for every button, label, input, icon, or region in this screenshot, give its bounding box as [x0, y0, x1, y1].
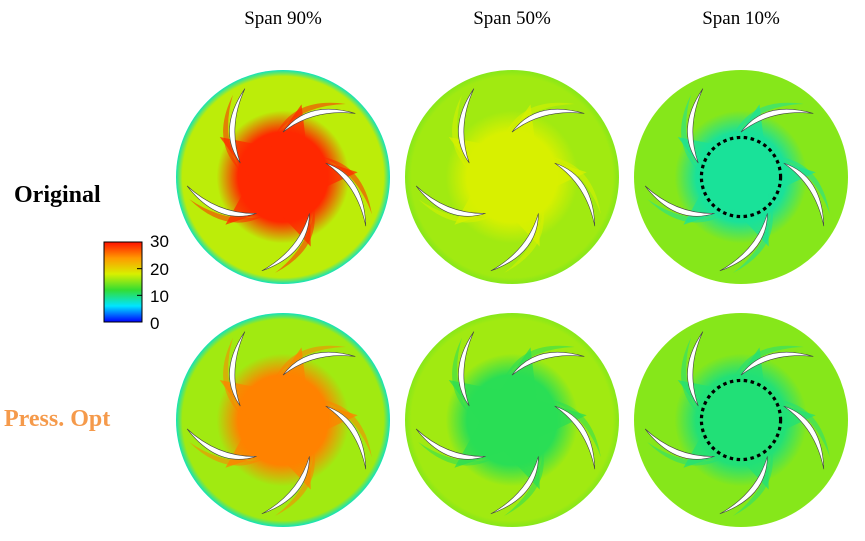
contour-panel: [176, 313, 390, 527]
impeller-blade: [282, 108, 356, 133]
impeller-blade: [511, 351, 585, 376]
column-title-span-10: Span 10%: [702, 8, 780, 29]
impeller-blade: [719, 213, 768, 272]
impeller-blade: [458, 331, 475, 407]
column-title-span-50: Span 50%: [473, 8, 551, 29]
contour-panel: [405, 313, 619, 527]
blade-wake: [276, 102, 346, 133]
impeller-blade: [458, 88, 475, 164]
impeller-blade: [511, 108, 585, 133]
impeller-blade: [325, 162, 367, 227]
impeller-blade: [415, 428, 486, 460]
impeller-blade: [783, 405, 825, 470]
blade-wake: [504, 452, 544, 516]
column-title-span-90: Span 90%: [244, 8, 322, 29]
blade-wake: [223, 337, 239, 413]
impeller-blade: [186, 185, 257, 217]
impeller-blade: [687, 331, 704, 407]
blade-wake: [189, 199, 262, 223]
blade-wake: [452, 94, 468, 170]
blade-wake: [323, 157, 372, 215]
impeller-blade: [490, 456, 539, 515]
core-region: [219, 347, 358, 490]
core-region: [677, 104, 816, 247]
row-label-press-opt: Press. Opt: [4, 406, 111, 432]
core-region: [448, 104, 587, 247]
blade-wake: [276, 345, 346, 376]
blade-wake: [734, 345, 804, 376]
blade-wake: [418, 199, 491, 223]
contour-panel: [634, 313, 848, 527]
contour-panel: [405, 70, 619, 284]
contour-panel: [176, 70, 390, 284]
row-label-original: Original: [14, 182, 101, 208]
blade-wake: [505, 345, 575, 376]
impeller-blade: [740, 351, 814, 376]
blade-wake: [647, 442, 720, 466]
blade-wake: [504, 209, 544, 273]
blade-wake: [552, 400, 601, 458]
colorbar: [103, 241, 143, 323]
impeller-blade: [229, 331, 246, 407]
colorbar-tick-30: 30: [150, 232, 169, 251]
impeller-blade: [261, 213, 310, 272]
impeller-blade: [687, 88, 704, 164]
blade-wake: [505, 102, 575, 133]
impeller-blade: [554, 405, 596, 470]
impeller-blade: [644, 428, 715, 460]
impeller-blade: [261, 456, 310, 515]
blade-wake: [733, 452, 773, 516]
impeller-blade: [644, 185, 715, 217]
blade-wake: [275, 209, 315, 273]
blade-wake: [189, 442, 262, 466]
core-region: [677, 347, 816, 490]
blade-wake: [734, 102, 804, 133]
core-region: [448, 347, 587, 490]
impeller-blade: [282, 351, 356, 376]
blade-wake: [275, 452, 315, 516]
dotted-marker-circle: [699, 378, 783, 462]
blade-wake: [323, 400, 372, 458]
blade-wake: [681, 337, 697, 413]
contour-panel: [634, 70, 848, 284]
impeller-blade: [740, 108, 814, 133]
impeller-blade: [415, 185, 486, 217]
blade-wake: [552, 157, 601, 215]
blade-wake: [418, 442, 491, 466]
impeller-blade: [325, 405, 367, 470]
impeller-blade: [783, 162, 825, 227]
colorbar-tick-20: 20: [150, 260, 169, 279]
blade-wake: [647, 199, 720, 223]
impeller-blade: [554, 162, 596, 227]
colorbar-gradient: [103, 241, 143, 323]
blade-wake: [781, 157, 830, 215]
colorbar-tick-10: 10: [150, 287, 169, 306]
blade-wake: [733, 209, 773, 273]
blade-wake: [452, 337, 468, 413]
blade-wake: [681, 94, 697, 170]
impeller-blade: [186, 428, 257, 460]
blade-wake: [223, 94, 239, 170]
impeller-blade: [229, 88, 246, 164]
impeller-blade: [490, 213, 539, 272]
blade-wake: [781, 400, 830, 458]
dotted-marker-circle: [699, 135, 783, 219]
colorbar-tick-0: 0: [150, 314, 160, 333]
impeller-blade: [719, 456, 768, 515]
core-region: [219, 104, 358, 247]
